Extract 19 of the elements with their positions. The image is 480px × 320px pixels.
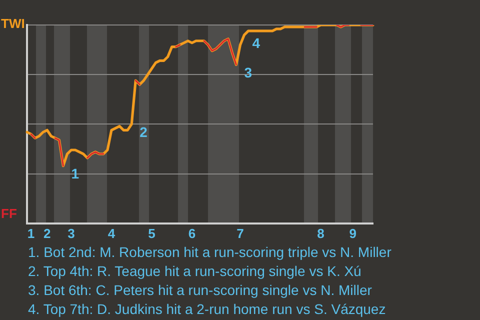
text: 3. Bot 6th: C. Peters hit a run-scoring single vs N. Miller [28,281,373,300]
annotation: 3 [244,64,252,81]
text: TWI [1,16,25,31]
text: 1. Bot 2nd: M. Roberson hit a run-scoring triple vs N. Miller [28,243,392,262]
text: FF [1,206,17,222]
text: 4. Top 7th: D. Judkins hit a 2-run home run vs S. Vázquez [28,300,387,319]
x-tick-label: 1 [27,226,35,241]
annotation: 2 [140,124,148,140]
annotation: 1 [71,166,80,182]
annotation: 4 [252,34,260,51]
x-tick-label: 3 [68,226,75,241]
x-tick-label: 4 [108,226,116,241]
x-tick-label: 5 [148,226,156,241]
text: 2. Top 4th: R. Teague hit a run-scoring single vs K. Xú [28,262,362,281]
x-tick-label: 9 [349,226,356,241]
x-tick-label: 6 [188,226,196,241]
x-tick-label: 8 [317,226,324,241]
x-tick-label: 7 [236,226,244,241]
x-tick-label: 2 [44,226,51,241]
